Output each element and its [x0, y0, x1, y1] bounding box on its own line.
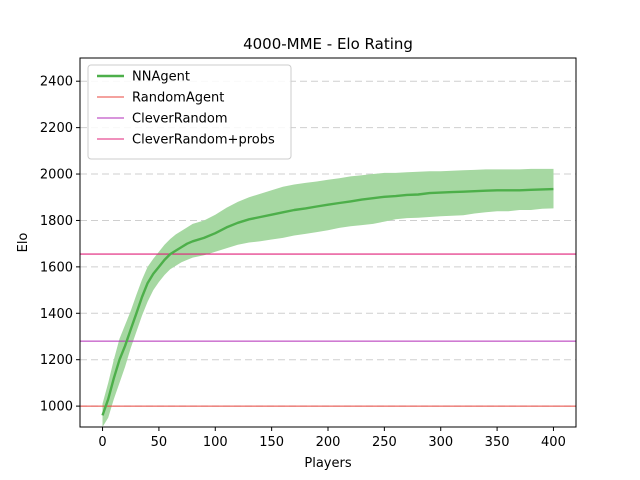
y-tick-label-1: 1200 [40, 353, 73, 368]
x-tick-label-7: 350 [485, 435, 510, 450]
legend-label-3: CleverRandom+probs [132, 133, 275, 148]
x-tick-label-4: 200 [316, 435, 341, 450]
legend-label-1: RandomAgent [132, 91, 224, 106]
chart-title: 4000-MME - Elo Rating [243, 35, 413, 53]
x-tick-label-3: 150 [259, 435, 284, 450]
line-layer [101, 187, 554, 416]
y-tick-label-3: 1600 [40, 260, 73, 275]
y-axis-title: Elo [16, 233, 31, 253]
hline-layer [80, 253, 576, 407]
x-tick-label-8: 400 [541, 435, 566, 450]
y-tick-label-2: 1400 [40, 307, 73, 322]
x-tick-label-0: 0 [98, 435, 106, 450]
legend-label-2: CleverRandom [132, 112, 228, 127]
y-tick-label-5: 2000 [40, 168, 73, 183]
y-tick-label-7: 2400 [40, 75, 73, 90]
series-line-0 [101, 187, 554, 416]
legend: NNAgent RandomAgent CleverRandom CleverRand… [87, 64, 292, 160]
x-tick-label-6: 300 [428, 435, 453, 450]
legend-box [87, 64, 292, 160]
y-tick-label-0: 1000 [40, 400, 73, 415]
tick-layer: 1000 1200 1400 1600 1800 2000 2200 2400 0 50 100 15… [40, 75, 566, 450]
legend-label-0: NNAgent [132, 70, 190, 85]
x-tick-label-1: 50 [151, 435, 168, 450]
y-tick-label-6: 2200 [40, 121, 73, 136]
x-axis-title: Players [304, 456, 351, 471]
x-tick-label-5: 250 [372, 435, 397, 450]
y-tick-label-4: 1800 [40, 214, 73, 229]
x-tick-label-2: 100 [203, 435, 228, 450]
